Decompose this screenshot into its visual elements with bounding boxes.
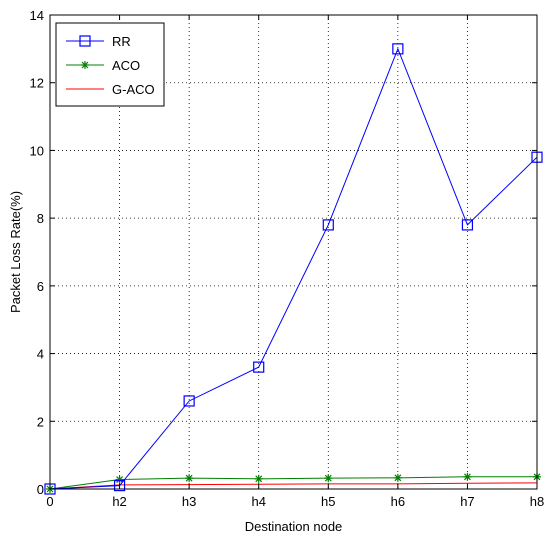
x-tick-label: h4 — [251, 494, 265, 509]
y-tick-label: 2 — [37, 414, 44, 429]
legend-item-g-aco: G-ACO — [66, 82, 155, 97]
series-g-aco — [49, 482, 538, 490]
legend-label: RR — [112, 34, 131, 49]
legend-marker — [81, 61, 89, 69]
axis-ticks: 0 h2 h3 h4 h5 h6 h7 h8 0 2 4 6 8 10 12 14 — [30, 8, 545, 509]
x-tick-label: h3 — [182, 494, 196, 509]
x-tick-label: 0 — [46, 494, 53, 509]
x-tick-label: h5 — [321, 494, 335, 509]
data-point-rr — [113, 480, 126, 492]
series-line-rr — [49, 47, 538, 490]
data-point-aco — [324, 474, 333, 483]
y-tick-label: 14 — [30, 8, 44, 23]
data-point-aco — [185, 474, 194, 483]
x-tick-label: h8 — [530, 494, 544, 509]
y-tick-label: 0 — [37, 482, 44, 497]
x-tick-label: h7 — [460, 494, 474, 509]
data-point-aco — [254, 474, 263, 483]
x-tick-label: h6 — [391, 494, 405, 509]
y-tick-label: 6 — [37, 279, 44, 294]
y-axis-label: Packet Loss Rate(%) — [8, 191, 23, 313]
data-point-aco — [393, 473, 402, 482]
plot-frame — [49, 14, 538, 490]
y-tick-label: 10 — [30, 143, 44, 158]
legend-item-rr: RR — [66, 34, 131, 49]
legend-marker — [79, 35, 91, 47]
x-axis-label: Destination node — [245, 519, 343, 534]
data-point-aco — [115, 475, 124, 484]
y-tick-label: 8 — [37, 211, 44, 226]
data-point-rr — [322, 219, 334, 231]
data-point-aco — [463, 472, 472, 481]
y-tick-label: 4 — [37, 347, 44, 362]
data-point-rr — [183, 395, 195, 407]
x-tick-label: h2 — [112, 494, 126, 509]
series-aco — [46, 472, 541, 493]
data-point-rr — [392, 43, 404, 55]
legend-label: G-ACO — [112, 82, 155, 97]
data-point-rr — [253, 361, 265, 373]
legend: RR ACO G-ACO — [55, 22, 165, 107]
series-line-aco — [49, 476, 537, 490]
y-tick-label: 12 — [30, 76, 44, 91]
series-line-g-aco — [49, 482, 538, 490]
legend-item-aco: ACO — [66, 58, 140, 73]
legend-label: ACO — [112, 58, 140, 73]
data-point-rr — [461, 219, 474, 231]
